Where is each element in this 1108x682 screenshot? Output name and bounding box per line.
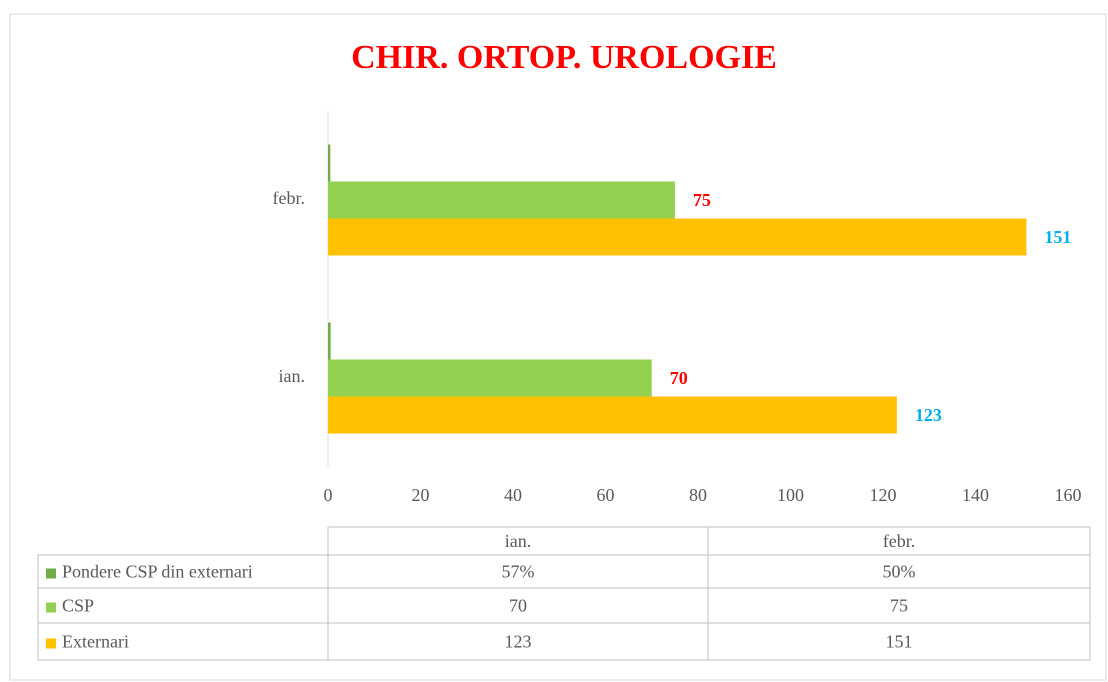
bar (328, 359, 652, 397)
bar (328, 144, 331, 182)
legend-swatch (46, 568, 56, 579)
x-tick-label: 100 (777, 485, 804, 505)
table-cell: 50% (883, 562, 916, 582)
bar (328, 396, 897, 434)
table-cell: 123 (505, 632, 532, 652)
data-label: 151 (1044, 227, 1071, 247)
x-tick-label: 120 (870, 485, 897, 505)
legend-swatch (46, 602, 56, 613)
bar (328, 181, 675, 219)
x-tick-label: 60 (597, 485, 615, 505)
chart-title: CHIR. ORTOP. UROLOGIE (351, 39, 777, 76)
table-cell: 75 (890, 596, 908, 616)
table-header: ian. (505, 531, 532, 551)
legend-label: Externari (62, 632, 129, 652)
x-tick-label: 140 (962, 485, 989, 505)
y-tick-label: ian. (279, 366, 306, 386)
x-tick-label: 80 (689, 485, 707, 505)
bar (328, 218, 1027, 256)
legend-label: CSP (62, 596, 94, 616)
x-tick-label: 40 (504, 485, 522, 505)
table-cell: 70 (509, 596, 527, 616)
x-tick-label: 0 (324, 485, 333, 505)
legend-label: Pondere CSP din externari (62, 562, 253, 582)
bar (328, 322, 331, 360)
y-tick-label: febr. (273, 188, 305, 208)
data-label: 75 (693, 190, 711, 210)
table-cell: 151 (886, 632, 913, 652)
data-label: 70 (670, 368, 688, 388)
table-header: febr. (883, 531, 915, 551)
data-label: 123 (915, 405, 942, 425)
legend-swatch (46, 638, 56, 649)
chart-frame (9, 13, 1107, 681)
x-tick-label: 160 (1055, 485, 1082, 505)
table-cell: 57% (502, 562, 535, 582)
x-tick-label: 20 (412, 485, 430, 505)
